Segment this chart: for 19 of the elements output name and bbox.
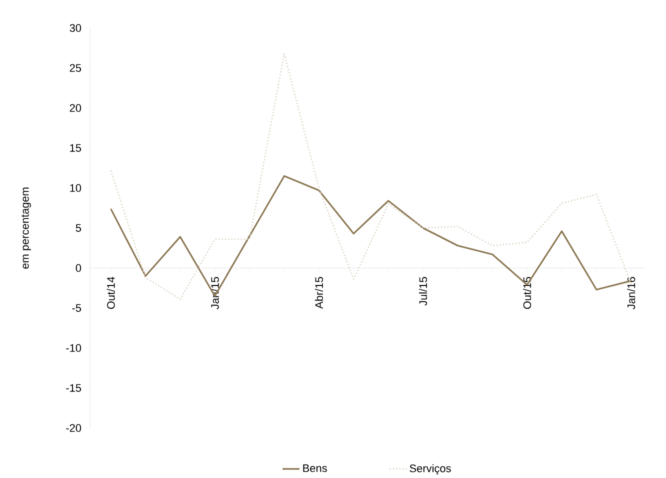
y-tick-label: -15 — [66, 384, 82, 392]
y-tick-label: 10 — [70, 184, 82, 192]
x-tick-label: Out/14 — [106, 277, 115, 310]
y-tick-label: -10 — [66, 344, 82, 352]
x-tick-label: Jan/16 — [627, 277, 636, 310]
y-tick-label: 25 — [70, 64, 82, 72]
y-tick-label: 15 — [70, 144, 82, 152]
y-tick-label: 5 — [76, 224, 82, 232]
y-tick-label: -20 — [66, 424, 82, 432]
x-tick-label: Abr/15 — [314, 277, 323, 309]
y-tick-label: 30 — [70, 24, 82, 32]
y-tick-label: 20 — [70, 104, 82, 112]
x-tick-label: Out/15 — [523, 277, 532, 310]
y-tick-label: 0 — [76, 264, 82, 272]
x-tick-label: Jul/15 — [418, 277, 428, 306]
legend-label: Serviços — [410, 464, 451, 475]
y-tick-label: -5 — [72, 304, 82, 312]
legend-label: Bens — [303, 464, 327, 472]
y-axis-title: em percentagem — [22, 188, 31, 269]
